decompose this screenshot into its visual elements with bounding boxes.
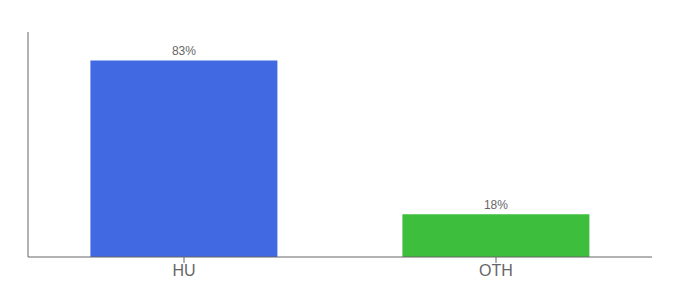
svg-text:18%: 18% bbox=[484, 198, 508, 212]
svg-text:83%: 83% bbox=[172, 44, 196, 58]
svg-text:OTH: OTH bbox=[479, 262, 513, 279]
svg-text:HU: HU bbox=[172, 262, 195, 279]
